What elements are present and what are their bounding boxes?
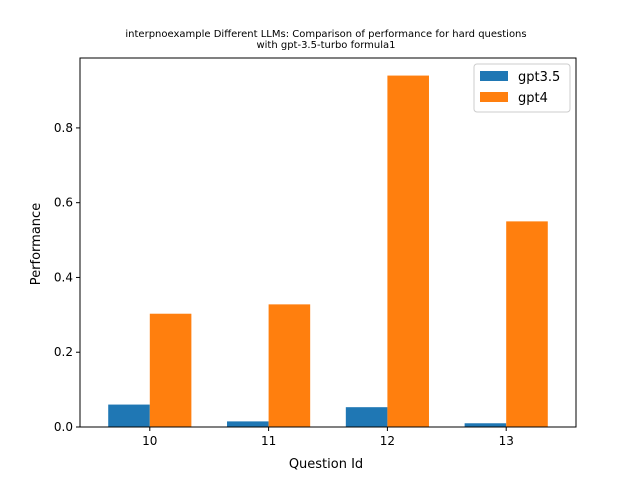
y-tick-label: 0.0 (54, 420, 73, 434)
y-tick-label: 0.6 (54, 196, 73, 210)
bar-gpt4-10 (149, 313, 192, 427)
x-tick-label: 12 (380, 434, 395, 448)
legend-label-gpt3.5: gpt3.5 (518, 70, 560, 85)
x-tick-label: 10 (142, 434, 157, 448)
y-axis-label: Performance (29, 203, 44, 285)
bar-gpt3.5-10 (108, 404, 150, 427)
bar-gpt4-13 (506, 221, 548, 427)
y-tick-label: 0.4 (54, 270, 73, 284)
bar-gpt4-11 (268, 304, 311, 427)
plot-frame (79, 57, 577, 428)
chart-title-line-1: interpnoexample Different LLMs: Comparis… (125, 29, 526, 40)
bar-gpt3.5-12 (345, 407, 388, 427)
y-tick-label: 0.8 (54, 121, 73, 135)
y-axis-ticks: 0.0 0.2 0.4 0.6 0.8 (54, 121, 80, 434)
x-axis-ticks: 10 11 12 13 (142, 427, 514, 448)
legend: gpt3.5 gpt4 (473, 63, 571, 113)
legend-swatch-gpt3.5 (480, 71, 508, 81)
bar-gpt3.5-13 (464, 423, 507, 427)
bar-gpt4-12 (387, 75, 429, 428)
bars-group (108, 75, 548, 428)
x-axis-label: Question Id (289, 457, 363, 472)
bar-gpt3.5-11 (227, 421, 269, 427)
x-tick-label: 13 (499, 434, 514, 448)
chart-title-line-2: with gpt-3.5-turbo formula1 (256, 40, 395, 51)
x-tick-label: 11 (261, 434, 276, 448)
y-tick-label: 0.2 (54, 345, 73, 359)
legend-label-gpt4: gpt4 (518, 91, 548, 106)
legend-swatch-gpt4 (480, 92, 508, 102)
